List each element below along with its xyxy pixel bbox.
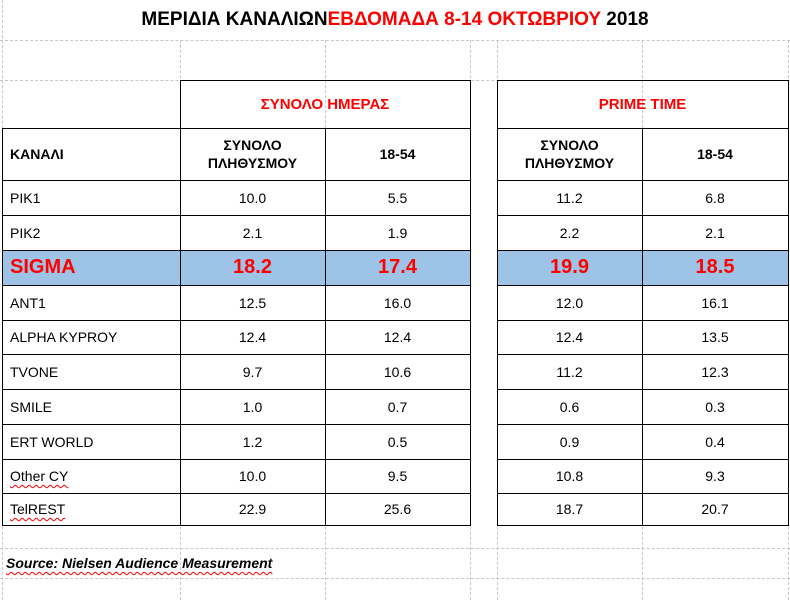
channel-name: Other CY: [2, 459, 180, 493]
title-text: ΜΕΡΙΔΙΑ ΚΑΝΑΛΙΩΝ: [141, 9, 328, 30]
source-note: Source: Nielsen Audience Measurement: [6, 550, 272, 576]
share-value: 0.4: [705, 433, 725, 450]
share-value: 0.3: [705, 398, 725, 415]
share-value: 0.9: [559, 433, 580, 450]
share-value: 0.6: [559, 398, 580, 415]
share-value: 2.1: [705, 224, 725, 241]
channel-name: PIK1: [10, 189, 41, 206]
column-header-channel: ΚΑΝΑΛΙ: [10, 146, 64, 162]
source-text: Source: Nielsen Audience Measurement: [6, 555, 273, 571]
share-value: 2.2: [559, 224, 580, 241]
share-value: 9.5: [387, 468, 408, 484]
channel-name: ANT1: [10, 294, 46, 311]
share-value: 12.5: [238, 294, 267, 311]
share-value: 0.5: [387, 433, 408, 450]
channel-name: TVONE: [10, 363, 59, 380]
highlight-row-band: [2, 250, 470, 285]
share-value: 16.1: [701, 294, 729, 311]
share-value: 17.4: [378, 256, 417, 278]
share-value: 5.5: [387, 189, 408, 206]
share-value: 16.0: [383, 294, 412, 311]
title-year: 2018: [601, 9, 649, 30]
column-header-prime-1854: 18-54: [697, 146, 733, 162]
channel-name: SIGMA: [10, 256, 76, 278]
share-value: 9.3: [705, 468, 725, 484]
share-value: 12.0: [555, 294, 584, 311]
share-value: 13.5: [701, 329, 729, 345]
share-value: 11.2: [556, 363, 583, 380]
share-value: 2.1: [242, 224, 263, 241]
channel-name: PIK2: [10, 224, 41, 241]
share-value: 20.7: [701, 501, 729, 517]
share-value: 10.0: [238, 468, 267, 484]
share-value: 10.0: [238, 189, 267, 206]
share-value: 12.4: [238, 329, 267, 345]
title-highlight: ΕΒΔΟΜΑΔΑ 8-14 ΟΚΤΩΒΡΙΟΥ: [327, 9, 602, 30]
share-value: 25.6: [383, 501, 412, 517]
channel-name: TelREST: [2, 493, 180, 525]
share-value: 1.2: [242, 433, 263, 450]
share-value: 12.4: [383, 329, 412, 345]
column-header-prime-total: ΣΥΝΟΛΟ ΠΛΗΘΥΣΜΟΥ: [524, 137, 615, 171]
share-value: 12.4: [555, 329, 584, 345]
share-value: 12.3: [701, 363, 729, 380]
share-value: 19.9: [550, 256, 589, 278]
share-value: 18.7: [555, 501, 584, 517]
share-value: 18.5: [695, 256, 735, 278]
share-value: 0.7: [387, 398, 408, 415]
share-value: 11.2: [556, 189, 583, 206]
share-value: 10.8: [555, 468, 584, 484]
share-value: 10.6: [383, 363, 412, 380]
share-value: 6.8: [705, 189, 725, 206]
share-value: 9.7: [242, 363, 263, 380]
channel-name-text: TelREST: [10, 501, 66, 517]
share-value: 1.0: [242, 398, 263, 415]
channel-name: ALPHA KYPROY: [10, 329, 118, 345]
page-title: ΜΕΡΙΔΙΑ ΚΑΝΑΛΙΩΝ ΕΒΔΟΜΑΔΑ 8-14 ΟΚΤΩΒΡΙΟΥ…: [0, 0, 790, 40]
share-value: 22.9: [238, 501, 267, 517]
channel-name-text: Other CY: [10, 468, 69, 484]
column-header-day-1854: 18-54: [379, 146, 416, 162]
column-header-day-total: ΣΥΝΟΛΟ ΠΛΗΘΥΣΜΟΥ: [207, 137, 298, 171]
channel-name: SMILE: [10, 398, 53, 415]
channel-name: ERT WORLD: [10, 433, 94, 450]
share-value: 1.9: [387, 224, 408, 241]
share-value: 18.2: [233, 256, 272, 278]
group-header-prime: PRIME TIME: [598, 95, 687, 113]
group-header-day: ΣΥΝΟΛΟ ΗΜΕΡΑΣ: [260, 95, 390, 113]
